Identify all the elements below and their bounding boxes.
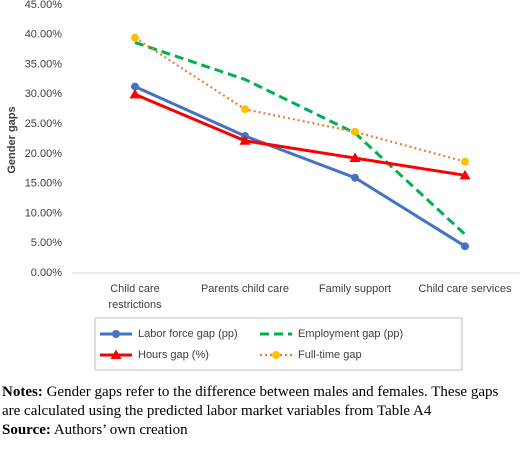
legend-label: Labor force gap (pp) bbox=[138, 328, 238, 340]
source-label: Source: bbox=[2, 422, 51, 438]
data-point bbox=[351, 127, 359, 136]
source-line: Source: Authors’ own creation bbox=[2, 421, 518, 440]
legend-label: Employment gap (pp) bbox=[298, 328, 403, 340]
data-point bbox=[461, 242, 469, 251]
x-tick-label: Child care restrictions bbox=[108, 283, 162, 311]
chart: Gender gaps 0.00% 5.00% 10.00% 15.00% 20.00%… bbox=[6, 0, 520, 371]
y-tick-label: 35.00% bbox=[25, 58, 63, 70]
y-tick-label: 0.00% bbox=[31, 267, 62, 279]
legend-marker bbox=[272, 351, 280, 359]
y-tick-label: 40.00% bbox=[25, 29, 63, 41]
source-text: Authors’ own creation bbox=[53, 422, 188, 438]
notes-label: Notes: bbox=[2, 384, 43, 400]
series-line bbox=[134, 92, 466, 177]
notes-text: Gender gaps refer to the difference betw… bbox=[2, 384, 499, 419]
y-tick-label: 25.00% bbox=[25, 118, 63, 130]
notes-line: Notes: Gender gaps refer to the differen… bbox=[2, 383, 518, 421]
legend-marker bbox=[112, 330, 120, 338]
x-tick-label: Parents child care bbox=[200, 283, 290, 295]
legend-box bbox=[94, 317, 463, 371]
data-point bbox=[131, 33, 139, 42]
series-line bbox=[134, 36, 466, 163]
data-point bbox=[131, 82, 139, 91]
y-tick-label: 30.00% bbox=[25, 88, 63, 100]
series-line bbox=[134, 85, 466, 248]
y-tick-label: 45.00% bbox=[25, 0, 63, 11]
data-point bbox=[351, 173, 359, 182]
data-point bbox=[349, 152, 361, 163]
legend-label: Hours gap (%) bbox=[138, 349, 209, 361]
legend-marker bbox=[110, 349, 122, 359]
series-line bbox=[134, 41, 467, 236]
data-point bbox=[239, 135, 251, 145]
data-point bbox=[129, 88, 141, 99]
y-axis-label: Gender gaps bbox=[6, 106, 18, 173]
y-tick-label: 5.00% bbox=[31, 237, 62, 249]
y-tick-label: 20.00% bbox=[25, 148, 63, 160]
y-tick-label: 10.00% bbox=[25, 207, 63, 219]
data-point bbox=[241, 105, 249, 114]
data-point bbox=[461, 157, 469, 166]
legend-label: Full-time gap bbox=[298, 349, 362, 361]
x-tick-label: Child care services bbox=[418, 283, 512, 295]
y-tick-label: 15.00% bbox=[25, 178, 63, 190]
data-point bbox=[459, 169, 471, 180]
notes: Notes: Gender gaps refer to the differen… bbox=[2, 383, 518, 440]
x-tick-label: Family support bbox=[318, 283, 392, 295]
